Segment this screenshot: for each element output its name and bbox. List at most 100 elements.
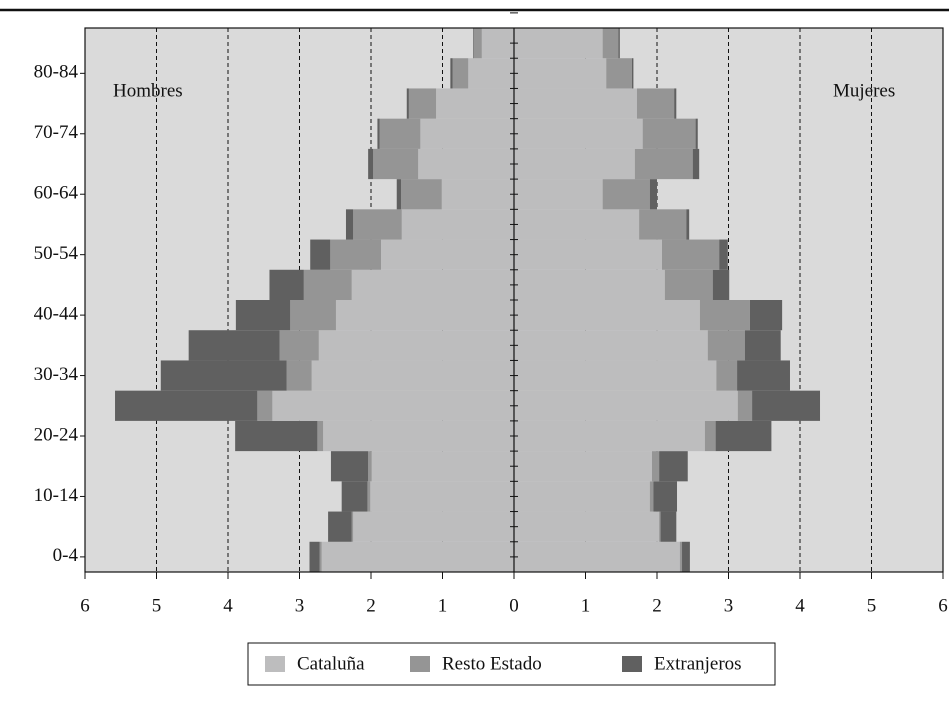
bar-segment (115, 390, 258, 421)
y-tick-label: 80-84 (34, 62, 79, 83)
bar-segment (269, 269, 304, 300)
bar-segment (373, 148, 419, 180)
bar-segment (367, 481, 371, 512)
bar-segment (631, 58, 634, 89)
y-tick-label: 20-24 (34, 424, 79, 445)
bar-segment (452, 58, 469, 89)
bar-segment (160, 360, 287, 391)
bar-segment (368, 451, 372, 482)
bar-segment (636, 88, 675, 119)
bar-segment (514, 239, 663, 270)
legend-swatch (410, 656, 430, 672)
bar-segment (351, 269, 514, 300)
side-label: Mujeres (833, 80, 895, 101)
bar-segment (514, 451, 652, 482)
bar-segment (662, 239, 720, 270)
bar-segment (436, 88, 514, 119)
bar-segment (345, 209, 354, 240)
bar-segment (303, 269, 352, 300)
bar-segment (715, 420, 772, 452)
bar-segment (737, 390, 753, 421)
bar-segment (618, 28, 620, 59)
bar-segment (707, 330, 745, 361)
bar-segment (330, 451, 369, 482)
bar-segment (290, 300, 336, 331)
bar-segment (235, 300, 291, 331)
legend-label: Extranjeros (654, 653, 742, 674)
x-tick-label: 5 (867, 595, 877, 616)
x-tick-label: 6 (80, 595, 90, 616)
bar-segment (712, 269, 730, 300)
bar-segment (716, 360, 738, 391)
bar-segment (682, 541, 690, 572)
bar-segment (379, 118, 421, 149)
x-tick-label: 0 (509, 595, 519, 616)
bar-segment (321, 541, 514, 572)
bar-segment (737, 360, 790, 391)
y-tick-label: 60-64 (34, 183, 79, 204)
bar-segment (659, 511, 661, 542)
plot (115, 28, 872, 572)
bar-segment (749, 300, 783, 331)
bar-segment (664, 269, 713, 300)
legend-box (247, 642, 776, 686)
bar-segment (744, 330, 781, 361)
bar-segment (368, 148, 374, 180)
legend-swatch (265, 656, 285, 672)
bar-segment (272, 390, 514, 421)
x-tick-label: 1 (438, 595, 448, 616)
legend-label: Resto Estado (442, 653, 542, 674)
bar-segment (468, 58, 514, 89)
bar-segment (318, 330, 514, 361)
bar-segment (660, 511, 677, 542)
x-tick-label: 3 (724, 595, 734, 616)
bar-segment (473, 28, 474, 59)
bar-segment (602, 28, 619, 59)
bar-segment (330, 239, 382, 270)
legend-label: Cataluña (297, 653, 365, 674)
x-tick-label: 5 (152, 595, 162, 616)
legend-swatch (622, 656, 642, 672)
x-tick-label: 2 (652, 595, 662, 616)
bar-segment (752, 390, 821, 421)
bar-segment (639, 209, 687, 240)
bar-segment (514, 209, 640, 240)
bar-segment (514, 269, 665, 300)
bar-segment (659, 451, 688, 482)
bar-segment (692, 148, 700, 180)
y-tick-label: 40-44 (34, 303, 79, 324)
bar-segment (514, 481, 650, 512)
bar-segment (420, 118, 514, 149)
bar-segment (328, 511, 352, 542)
x-tick-label: 3 (295, 595, 305, 616)
bar-segment (371, 451, 514, 482)
bar-segment (649, 179, 657, 210)
bar-segment (514, 541, 680, 572)
bar-segment (450, 58, 453, 89)
bar-segment (351, 511, 354, 542)
bar-segment (257, 390, 273, 421)
bar-segment (514, 28, 603, 59)
bar-segment (317, 420, 324, 452)
bar-segment (418, 148, 514, 180)
bar-segment (235, 420, 318, 452)
bar-segment (309, 541, 320, 572)
bar-segment (514, 88, 637, 119)
bar-segment (704, 420, 716, 452)
bar-segment (651, 451, 660, 482)
bar-segment (514, 179, 603, 210)
bar-segment (401, 179, 442, 210)
y-tick-label: 70-74 (34, 122, 79, 143)
bar-segment (279, 330, 319, 361)
bar-segment (310, 239, 331, 270)
x-tick-label: 1 (581, 595, 591, 616)
bar-segment (341, 481, 368, 512)
bar-segment (606, 58, 632, 89)
bar-segment (602, 179, 650, 210)
bar-segment (353, 511, 514, 542)
side-label: Hombres (113, 80, 183, 101)
bar-segment (319, 541, 322, 572)
y-tick-label: 10-14 (34, 485, 79, 506)
bar-segment (286, 360, 312, 391)
bar-segment (679, 541, 683, 572)
